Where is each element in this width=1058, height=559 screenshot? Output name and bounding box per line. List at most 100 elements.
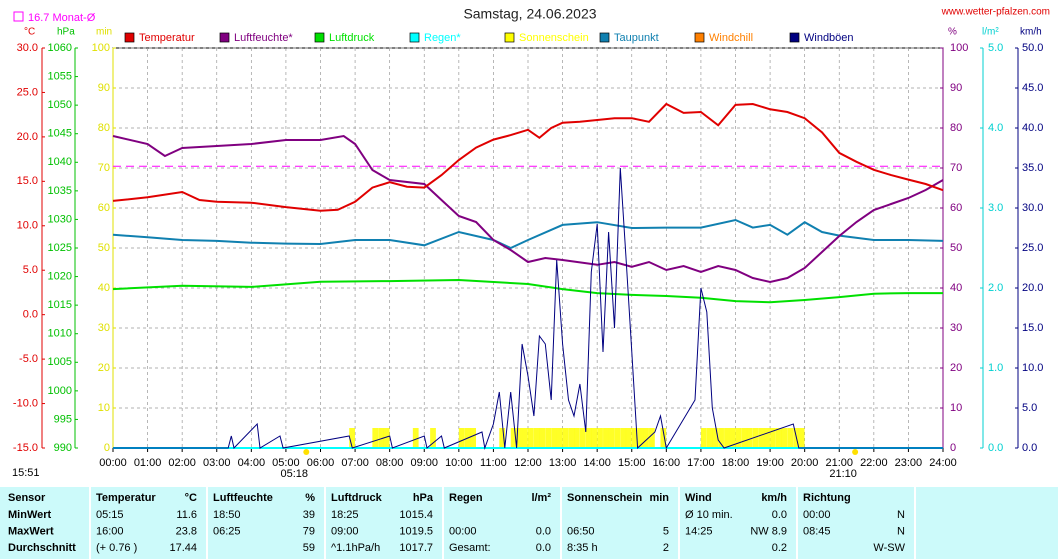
legend-swatch <box>789 32 800 43</box>
sun-icon <box>303 449 310 455</box>
cell-text: 00:00 <box>449 525 477 537</box>
sunshine-bar <box>746 428 753 448</box>
sunshine-bar <box>724 428 730 448</box>
sun-label: 21:10 <box>829 468 857 480</box>
sunshine-bar <box>787 428 794 448</box>
axis-title: km/h <box>1020 27 1042 38</box>
y-tick-label: 15.0 <box>1022 322 1043 334</box>
y-tick-label: 60 <box>950 202 962 214</box>
y-tick-label: 1040 <box>48 156 72 168</box>
legend-label: Temperatur <box>139 32 195 44</box>
y-tick-label: 990 <box>54 442 72 454</box>
sunshine-bar <box>781 428 788 448</box>
cell-text: (+ 0.76 ) <box>96 542 137 554</box>
chart-title: Samstag, 24.06.2023 <box>463 6 596 22</box>
y-tick-label: 80 <box>98 122 110 134</box>
y-tick-label: 5.0 <box>988 42 1003 54</box>
y-tick-label: 50.0 <box>1022 42 1043 54</box>
cell-value: 23.8 <box>176 525 197 537</box>
axis-title: hPa <box>57 27 75 38</box>
y-tick-label: 1015 <box>48 299 72 311</box>
x-tick-label: 23:00 <box>895 457 923 469</box>
x-tick-label: 00:00 <box>99 457 127 469</box>
x-tick-label: 03:00 <box>203 457 231 469</box>
x-tick-label: 22:00 <box>860 457 888 469</box>
table-header-unit: % <box>305 492 315 504</box>
x-tick-label: 14:00 <box>583 457 611 469</box>
series-line <box>112 218 944 250</box>
y-tick-label: 30.0 <box>17 42 38 54</box>
cell-text: 00:00 <box>803 509 831 521</box>
y-tick-label: -5.0 <box>19 353 38 365</box>
y-tick-label: 100 <box>92 42 110 54</box>
y-tick-label: 1035 <box>48 185 72 197</box>
sunshine-bar <box>562 428 569 448</box>
y-tick-label: 20 <box>98 362 110 374</box>
x-tick-label: 02:00 <box>168 457 196 469</box>
series-line <box>112 102 944 212</box>
y-tick-label: 30 <box>950 322 962 334</box>
y-tick-label: 70 <box>98 162 110 174</box>
x-tick-label: 04:00 <box>238 457 266 469</box>
sunshine-bar <box>614 428 621 448</box>
table-header: Temperatur <box>96 492 156 504</box>
sun-icon <box>852 449 859 455</box>
table-header: Sonnenschein <box>567 492 642 504</box>
x-tick-label: 09:00 <box>410 457 438 469</box>
sunshine-bar <box>470 428 477 448</box>
y-tick-label: 10.0 <box>1022 362 1043 374</box>
cell-value: W-SW <box>873 542 905 554</box>
legend-label: Luftfeuchte* <box>234 32 293 44</box>
y-tick-label: 5.0 <box>1022 402 1037 414</box>
cell-value: 5 <box>663 525 669 537</box>
x-tick-label: 06:00 <box>307 457 335 469</box>
y-tick-label: 1060 <box>48 42 72 54</box>
y-tick-label: 1005 <box>48 356 72 368</box>
y-tick-label: 1000 <box>48 385 72 397</box>
table-header: Luftfeuchte <box>213 492 273 504</box>
y-tick-label: 20.0 <box>1022 282 1043 294</box>
x-tick-label: 10:00 <box>445 457 473 469</box>
cell-value: 59 <box>303 542 315 554</box>
table-header: Luftdruck <box>331 492 383 504</box>
sunshine-bar <box>349 428 355 448</box>
cell-value: N <box>897 509 905 521</box>
table-header: Sensor <box>8 492 46 504</box>
time-label: 15:51 <box>12 467 40 479</box>
table-header: Richtung <box>803 492 851 504</box>
y-tick-label: 10 <box>950 402 962 414</box>
cell-value: 79 <box>303 525 315 537</box>
legend-swatch <box>694 32 705 43</box>
y-tick-label: 15.0 <box>17 175 38 187</box>
cell-text: 18:50 <box>213 509 241 521</box>
sunshine-bar <box>510 428 517 448</box>
sunshine-bar <box>649 428 655 448</box>
cell-value: 1015.4 <box>399 509 433 521</box>
y-tick-label: 40 <box>950 282 962 294</box>
source: www.wetter-pfalzen.com <box>941 7 1050 18</box>
cell-value: NW 8.9 <box>750 525 787 537</box>
x-tick-label: 16:00 <box>653 457 681 469</box>
table-header-unit: hPa <box>413 492 434 504</box>
y-tick-label: 995 <box>54 413 72 425</box>
cell-text: 06:50 <box>567 525 595 537</box>
x-tick-label: 07:00 <box>341 457 369 469</box>
sunshine-bar <box>637 428 644 448</box>
sunshine-bar <box>458 428 465 448</box>
y-tick-label: 5.0 <box>23 264 38 276</box>
y-tick-label: 0 <box>104 442 110 454</box>
y-tick-label: -15.0 <box>13 442 38 454</box>
cell-text: 16:00 <box>96 525 124 537</box>
cell-text: 06:25 <box>213 525 241 537</box>
table-header-unit: l/m² <box>531 492 551 504</box>
cell-value: 39 <box>303 509 315 521</box>
sunshine-bar <box>591 428 598 448</box>
y-tick-label: 4.0 <box>988 122 1003 134</box>
sunshine-bar <box>551 428 557 448</box>
legend-swatch <box>504 32 515 43</box>
y-tick-label: 90 <box>98 82 110 94</box>
y-tick-label: 50 <box>98 242 110 254</box>
row-label: MinWert <box>8 509 52 521</box>
sunshine-bar <box>378 428 385 448</box>
